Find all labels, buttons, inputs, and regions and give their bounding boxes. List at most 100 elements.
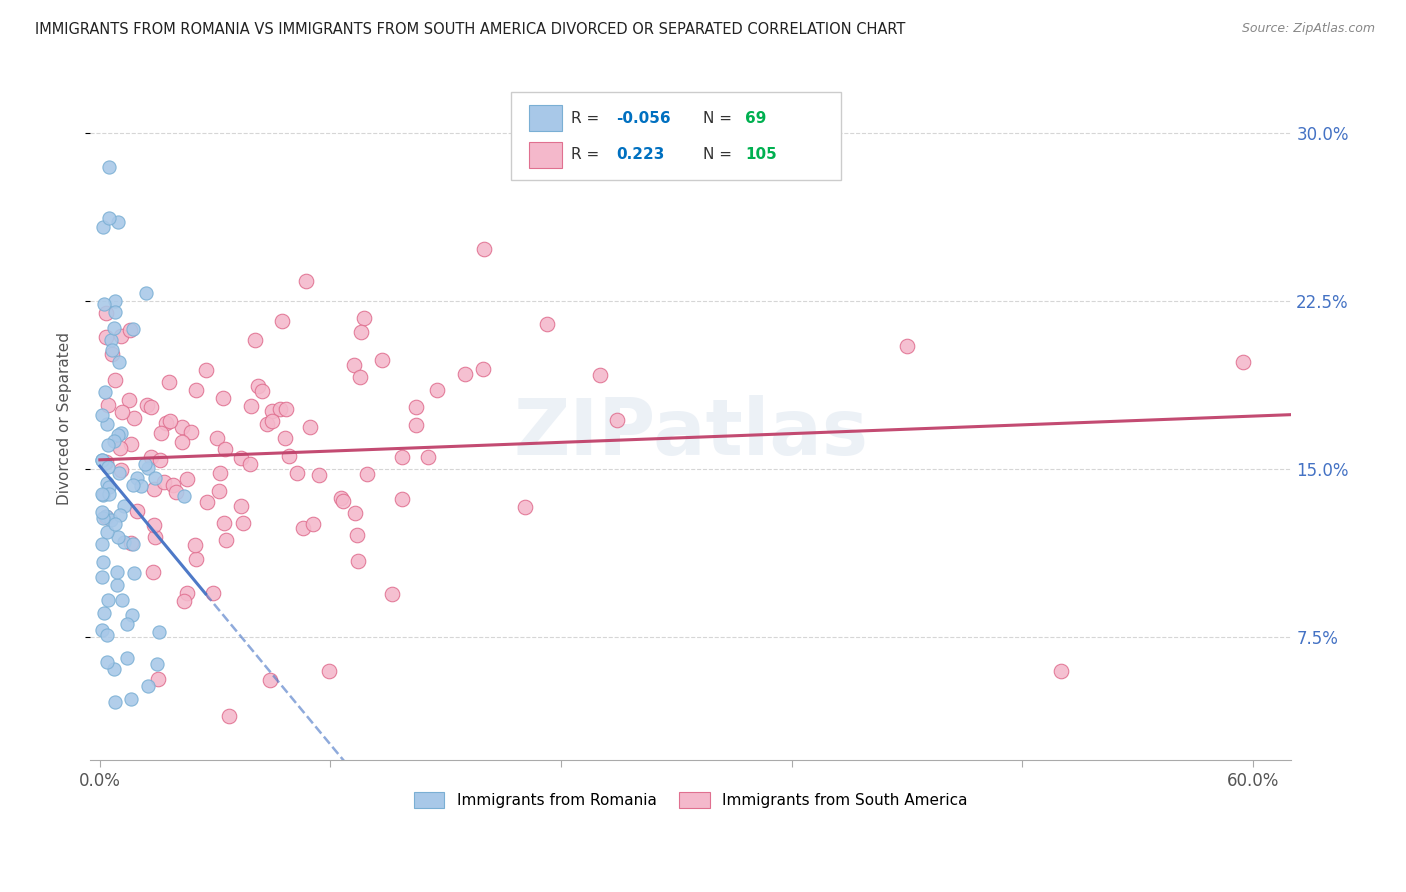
Point	[332, 494, 354, 508]
Point	[285, 466, 308, 480]
Point	[186, 383, 208, 397]
Point	[143, 471, 166, 485]
Point	[129, 479, 152, 493]
Point	[141, 450, 163, 464]
Point	[259, 673, 281, 687]
Point	[262, 414, 284, 428]
Point	[91, 623, 114, 637]
Point	[105, 566, 128, 580]
Point	[90, 452, 112, 467]
Point	[202, 586, 225, 600]
Point	[180, 425, 202, 440]
Point	[136, 460, 159, 475]
Point	[294, 274, 316, 288]
Point	[96, 524, 118, 539]
Text: 69: 69	[745, 111, 766, 126]
Text: N =: N =	[703, 147, 737, 162]
Point	[346, 528, 368, 542]
Point	[274, 431, 297, 445]
Point	[98, 160, 121, 174]
Point	[94, 510, 117, 524]
Point	[93, 607, 115, 621]
Point	[111, 405, 134, 419]
FancyBboxPatch shape	[529, 105, 562, 131]
Point	[100, 343, 122, 357]
Point	[349, 370, 371, 384]
Point	[589, 368, 612, 382]
Point	[143, 482, 166, 496]
Text: IMMIGRANTS FROM ROMANIA VS IMMIGRANTS FROM SOUTH AMERICA DIVORCED OR SEPARATED C: IMMIGRANTS FROM ROMANIA VS IMMIGRANTS FR…	[35, 22, 905, 37]
Point	[90, 487, 112, 501]
Legend: Immigrants from Romania, Immigrants from South America: Immigrants from Romania, Immigrants from…	[408, 786, 974, 814]
Point	[94, 384, 117, 399]
Point	[135, 286, 157, 301]
Y-axis label: Divorced or Separated: Divorced or Separated	[58, 333, 72, 506]
Point	[98, 486, 121, 500]
Point	[218, 708, 240, 723]
Point	[97, 438, 120, 452]
Point	[142, 517, 165, 532]
Text: Source: ZipAtlas.com: Source: ZipAtlas.com	[1241, 22, 1375, 36]
Point	[97, 460, 120, 475]
Point	[298, 420, 321, 434]
Point	[136, 680, 159, 694]
Point	[536, 317, 558, 331]
Point	[110, 328, 132, 343]
Point	[142, 565, 165, 579]
Point	[269, 402, 291, 417]
Point	[90, 537, 112, 551]
Point	[229, 451, 252, 466]
Text: -0.056: -0.056	[616, 111, 671, 126]
Point	[172, 434, 194, 449]
Point	[239, 457, 262, 471]
Point	[104, 516, 127, 531]
Point	[90, 570, 112, 584]
Point	[96, 454, 118, 468]
Point	[110, 463, 132, 477]
Point	[107, 427, 129, 442]
Point	[127, 471, 149, 485]
Point	[101, 347, 124, 361]
Point	[391, 492, 413, 507]
Point	[104, 373, 127, 387]
Point	[111, 592, 134, 607]
Point	[472, 361, 495, 376]
Point	[121, 322, 143, 336]
Point	[136, 398, 159, 412]
Point	[107, 530, 129, 544]
Point	[93, 219, 115, 234]
Point	[173, 593, 195, 607]
Point	[405, 417, 427, 432]
Point	[108, 508, 131, 522]
Point	[426, 384, 449, 398]
Point	[418, 450, 440, 464]
Point	[96, 655, 118, 669]
Point	[159, 414, 181, 428]
Point	[120, 536, 142, 550]
Point	[90, 408, 112, 422]
Point	[184, 551, 207, 566]
Point	[195, 363, 218, 377]
Point	[93, 296, 115, 310]
Point	[120, 436, 142, 450]
Point	[117, 651, 139, 665]
Point	[104, 695, 127, 709]
Point	[134, 457, 156, 471]
Point	[195, 495, 218, 509]
Point	[107, 466, 129, 480]
Point	[143, 530, 166, 544]
Point	[97, 398, 120, 412]
Point	[108, 355, 131, 369]
Point	[118, 392, 141, 407]
Point	[262, 404, 284, 418]
Point	[214, 516, 236, 530]
Point	[1049, 664, 1071, 678]
Text: R =: R =	[571, 147, 603, 162]
Point	[96, 476, 118, 491]
Point	[606, 413, 628, 427]
Point	[896, 339, 918, 353]
Point	[90, 505, 112, 519]
Point	[96, 628, 118, 642]
Point	[91, 556, 114, 570]
Point	[292, 521, 315, 535]
